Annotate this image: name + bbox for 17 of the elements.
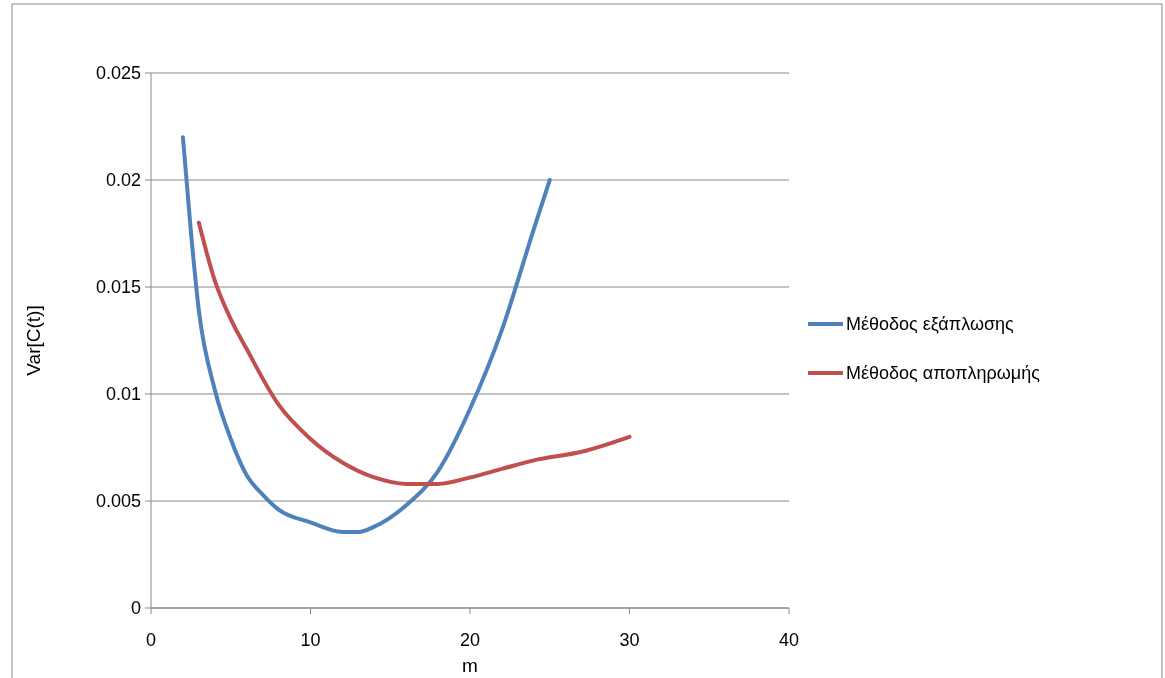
x-axis-title: m xyxy=(462,655,478,676)
y-tick-label: 0.02 xyxy=(105,170,141,191)
line-series xyxy=(196,220,632,486)
x-tick-label: 30 xyxy=(619,630,640,650)
y-tick-label: 0 xyxy=(130,598,141,619)
y-tick-label: 0.01 xyxy=(105,384,141,405)
y-tick-label: 0.005 xyxy=(95,491,141,512)
x-tick-label: 0 xyxy=(145,630,157,650)
legend-label: Μέθοδος αποπληρωμής xyxy=(846,363,1041,384)
x-tick-label: 10 xyxy=(300,630,321,650)
line-series xyxy=(180,135,552,535)
x-tick-label: 40 xyxy=(778,630,800,650)
y-tick-label: 0.025 xyxy=(95,63,141,84)
x-tick-label: 20 xyxy=(459,630,481,650)
y-tick-label: 0.015 xyxy=(95,277,141,298)
y-axis-title: Var[C(t)] xyxy=(23,305,44,376)
legend-label: Μέθοδος εξάπλωσης xyxy=(846,314,1015,335)
